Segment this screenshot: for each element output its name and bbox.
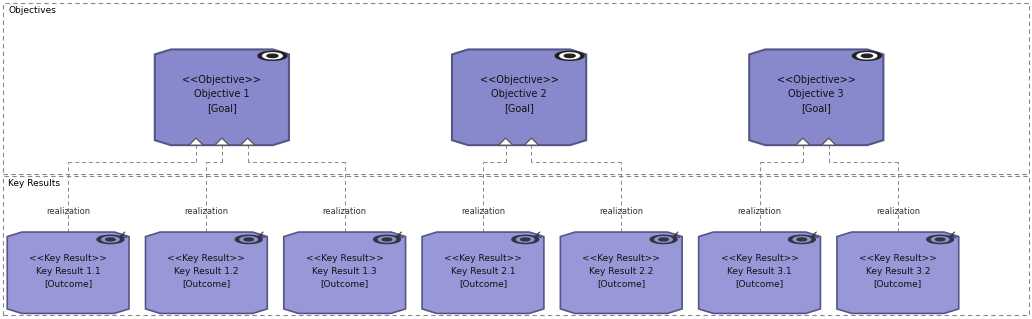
Polygon shape xyxy=(240,138,255,145)
Polygon shape xyxy=(146,232,267,313)
Text: <<Key Result>>
Key Result 3.1
[Outcome]: <<Key Result>> Key Result 3.1 [Outcome] xyxy=(720,254,799,288)
Text: <<Key Result>>
Key Result 1.1
[Outcome]: <<Key Result>> Key Result 1.1 [Outcome] xyxy=(29,254,107,288)
Polygon shape xyxy=(524,138,539,145)
Circle shape xyxy=(559,53,580,59)
Circle shape xyxy=(105,238,116,241)
Polygon shape xyxy=(837,232,959,313)
Polygon shape xyxy=(215,138,229,145)
Circle shape xyxy=(650,235,677,244)
Circle shape xyxy=(382,238,392,241)
Polygon shape xyxy=(796,138,810,145)
Circle shape xyxy=(565,54,575,57)
Circle shape xyxy=(555,51,584,60)
Circle shape xyxy=(267,54,278,57)
Text: <<Key Result>>
Key Result 2.2
[Outcome]: <<Key Result>> Key Result 2.2 [Outcome] xyxy=(582,254,660,288)
Text: <<Key Result>>
Key Result 2.1
[Outcome]: <<Key Result>> Key Result 2.1 [Outcome] xyxy=(444,254,522,288)
Circle shape xyxy=(97,235,124,244)
Polygon shape xyxy=(189,138,203,145)
Circle shape xyxy=(658,238,669,241)
Polygon shape xyxy=(452,49,586,145)
Circle shape xyxy=(852,51,881,60)
Circle shape xyxy=(655,237,672,242)
Text: realization: realization xyxy=(323,207,366,216)
Circle shape xyxy=(379,237,395,242)
Circle shape xyxy=(240,237,257,242)
Bar xyxy=(3,3,1029,174)
Text: realization: realization xyxy=(461,207,505,216)
Circle shape xyxy=(517,237,534,242)
Polygon shape xyxy=(155,49,289,145)
Circle shape xyxy=(857,53,877,59)
Text: realization: realization xyxy=(738,207,781,216)
Circle shape xyxy=(235,235,262,244)
Polygon shape xyxy=(749,49,883,145)
Text: Key Results: Key Results xyxy=(8,179,60,188)
Text: <<Key Result>>
Key Result 3.2
[Outcome]: <<Key Result>> Key Result 3.2 [Outcome] xyxy=(859,254,937,288)
Circle shape xyxy=(862,54,872,57)
Circle shape xyxy=(512,235,539,244)
Circle shape xyxy=(932,237,948,242)
Circle shape xyxy=(797,238,807,241)
Text: realization: realization xyxy=(600,207,643,216)
Circle shape xyxy=(102,237,119,242)
Circle shape xyxy=(935,238,945,241)
Circle shape xyxy=(244,238,254,241)
Circle shape xyxy=(374,235,400,244)
Polygon shape xyxy=(560,232,682,313)
Text: realization: realization xyxy=(185,207,228,216)
Text: <<Objective>>
Objective 3
[Goal]: <<Objective>> Objective 3 [Goal] xyxy=(777,75,856,113)
Text: <<Objective>>
Objective 2
[Goal]: <<Objective>> Objective 2 [Goal] xyxy=(480,75,558,113)
Text: Objectives: Objectives xyxy=(8,6,56,15)
Text: realization: realization xyxy=(46,207,90,216)
Text: <<Objective>>
Objective 1
[Goal]: <<Objective>> Objective 1 [Goal] xyxy=(183,75,261,113)
Bar xyxy=(3,176,1029,315)
Polygon shape xyxy=(699,232,820,313)
Circle shape xyxy=(927,235,954,244)
Circle shape xyxy=(788,235,815,244)
Circle shape xyxy=(520,238,530,241)
Polygon shape xyxy=(498,138,513,145)
Text: realization: realization xyxy=(876,207,920,216)
Text: <<Key Result>>
Key Result 1.3
[Outcome]: <<Key Result>> Key Result 1.3 [Outcome] xyxy=(305,254,384,288)
Polygon shape xyxy=(821,138,836,145)
Polygon shape xyxy=(422,232,544,313)
Polygon shape xyxy=(284,232,406,313)
Text: <<Key Result>>
Key Result 1.2
[Outcome]: <<Key Result>> Key Result 1.2 [Outcome] xyxy=(167,254,246,288)
Polygon shape xyxy=(7,232,129,313)
Circle shape xyxy=(262,53,283,59)
Circle shape xyxy=(258,51,287,60)
Circle shape xyxy=(794,237,810,242)
